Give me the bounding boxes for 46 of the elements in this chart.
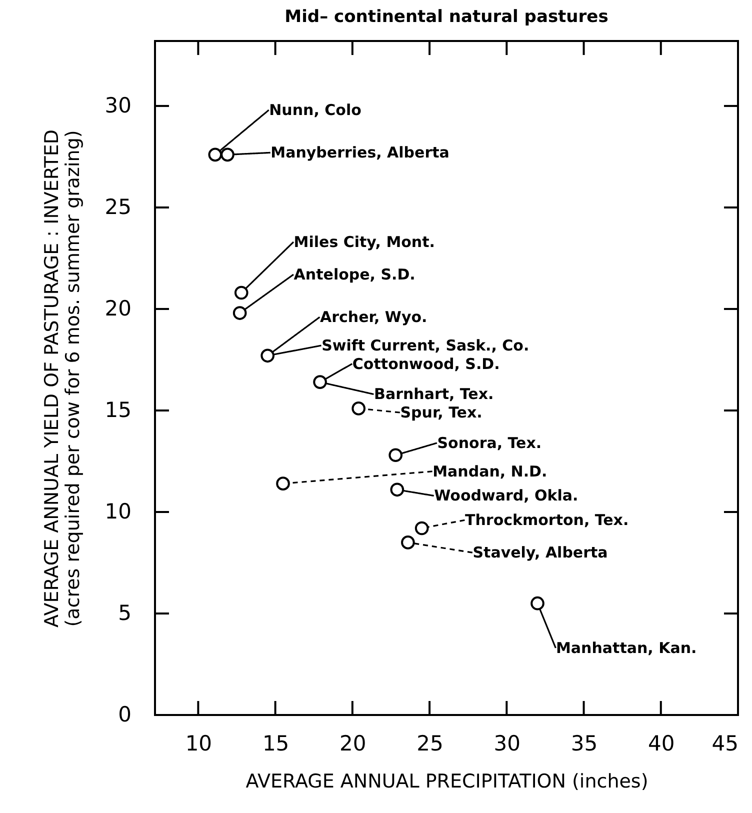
y-tick-label: 0 (118, 702, 132, 726)
annotation: Nunn, Colo (269, 101, 362, 120)
point (234, 286, 248, 300)
annotation: Stavely, Alberta (472, 544, 608, 562)
x-tick-label: 10 (185, 732, 212, 756)
y-tick-label: 10 (104, 499, 132, 524)
point (276, 476, 290, 490)
point (232, 306, 247, 320)
y-tick-label: 20 (104, 296, 132, 320)
annotation: Throckmorton, Tex. (465, 511, 629, 530)
annotation: Mandan, N.D. (432, 462, 548, 480)
point (401, 536, 415, 550)
annotation: Archer, Wyo. (320, 308, 428, 326)
point (313, 375, 327, 389)
chart-title: Mid– continental natural pastures (284, 7, 608, 27)
x-tick-label: 25 (416, 732, 444, 756)
annotation: Spur, Tex. (400, 404, 482, 422)
y-tick-label: 25 (104, 194, 132, 219)
y-axis-title: AVERAGE ANNUAL YIELD OF PASTURAGE : INVERTED (acres required per cow for 6 mos. summer grazing) (40, 130, 84, 628)
point (388, 448, 403, 462)
annotation: Manhattan, Kan. (556, 639, 697, 658)
point (352, 402, 366, 416)
x-tick-label: 30 (494, 732, 521, 756)
y-tick-label: 5 (118, 600, 132, 625)
y-tick-label: 15 (104, 398, 132, 422)
point (530, 596, 544, 610)
x-tick-label: 45 (712, 732, 738, 756)
point (390, 482, 404, 497)
point (208, 148, 222, 162)
y-tick-label: 30 (104, 93, 132, 118)
point (260, 348, 275, 363)
annotation: Woodward, Okla. (434, 486, 578, 505)
x-axis-title: AVERAGE ANNUAL PRECIPITATION (inches) (246, 770, 648, 792)
annotation: Sonora, Tex. (437, 434, 542, 452)
x-tick-label: 15 (262, 732, 290, 756)
x-tick-label: 20 (340, 732, 366, 756)
annotation: Cottonwood, S.D. (352, 354, 500, 373)
annotation: Barnhart, Tex. (374, 385, 494, 404)
annotation: Swift Current, Sask., Co. (322, 336, 530, 355)
point (414, 521, 429, 536)
x-tick-label: 35 (570, 732, 598, 756)
point (220, 148, 234, 162)
annotation: Manyberries, Alberta (270, 144, 450, 162)
annotation: Antelope, S.D. (294, 265, 416, 284)
annotation: Miles City, Mont. (294, 232, 435, 251)
x-tick-label: 40 (648, 732, 675, 756)
